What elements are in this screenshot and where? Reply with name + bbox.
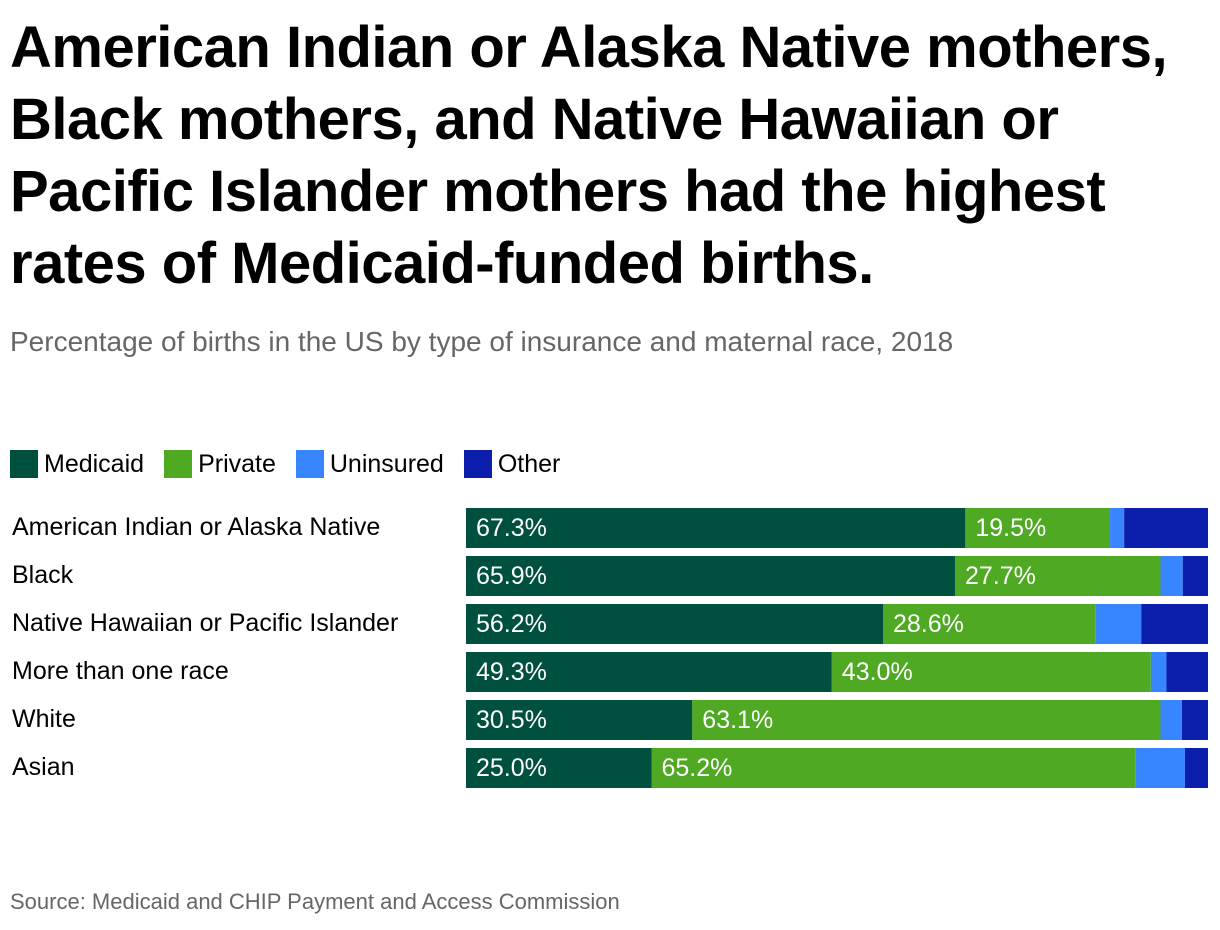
bar-other-asian [1184,748,1208,788]
bar-medicaid-black [466,556,955,596]
data-label-medicaid-white: 30.5% [476,706,547,734]
bar-uninsured-white [1160,700,1183,740]
legend-label-uninsured: Uninsured [329,450,444,478]
legend-swatch-other [463,450,492,478]
bar-uninsured-asian [1135,748,1185,788]
data-label-private-asian: 65.2% [662,754,733,782]
bar-uninsured-black [1160,556,1183,596]
data-label-medicaid-more-than-one-race: 49.3% [476,658,547,686]
legend-label-private: Private [198,450,276,478]
bar-medicaid-more-than-one-race [466,652,832,692]
category-label-black: Black [12,561,74,589]
legend-label-medicaid: Medicaid [44,450,145,478]
stacked-bar-chart: American Indian or Alaska Native 67.3% 19.… [12,508,1208,788]
bar-private-white [692,700,1161,740]
data-label-medicaid-black: 65.9% [476,562,547,590]
legend-item-medicaid: Medicaid [10,449,144,479]
data-label-private-white: 63.1% [702,706,773,734]
bar-private-asian [651,748,1136,788]
bar-private-native-hawaiian-or-pacific-islander [883,604,1096,644]
legend-swatch-private [164,450,193,478]
bar-private-american-indian-or-alaska-native [965,508,1111,548]
category-label-native-hawaiian-or-pacific-islander: Native Hawaiian or Pacific Islander [12,609,398,637]
bar-other-more-than-one-race [1166,652,1208,692]
data-label-private-american-indian-or-alaska-native: 19.5% [975,514,1046,542]
category-label-more-than-one-race: More than one race [12,657,229,685]
bar-uninsured-american-indian-or-alaska-native [1110,508,1125,548]
data-label-private-native-hawaiian-or-pacific-islander: 28.6% [893,610,964,638]
bar-uninsured-more-than-one-race [1150,652,1167,692]
bar-medicaid-asian [466,748,652,788]
legend-label-other: Other [497,450,561,478]
data-label-medicaid-native-hawaiian-or-pacific-islander: 56.2% [476,610,547,638]
bar-other-white [1182,700,1208,740]
category-label-white: White [12,705,76,733]
legend-item-uninsured: Uninsured [295,449,444,479]
bar-other-american-indian-or-alaska-native [1124,508,1208,548]
category-label-american-indian-or-alaska-native: American Indian or Alaska Native [12,513,380,541]
bar-medicaid-native-hawaiian-or-pacific-islander [466,604,884,644]
category-label-asian: Asian [12,753,75,781]
bar-uninsured-native-hawaiian-or-pacific-islander [1095,604,1142,644]
legend-item-other: Other [463,449,561,479]
bar-private-black [954,556,1161,596]
bar-private-more-than-one-race [831,652,1151,692]
chart-subtitle: Percentage of births in the US by type o… [10,326,954,357]
data-label-medicaid-american-indian-or-alaska-native: 67.3% [476,514,547,542]
source-note: Source: Medicaid and CHIP Payment and Ac… [10,889,620,914]
data-label-private-more-than-one-race: 43.0% [842,658,913,686]
bar-medicaid-white [466,700,693,740]
bar-medicaid-american-indian-or-alaska-native [466,508,966,548]
chart-title: American Indian or Alaska Native mothers… [10,15,1168,296]
chart-legend: Medicaid Private Uninsured Other [10,448,580,480]
legend-swatch-medicaid [10,450,38,478]
legend-item-private: Private [164,449,276,479]
data-label-private-black: 27.7% [965,562,1036,590]
bar-other-native-hawaiian-or-pacific-islander [1141,604,1208,644]
legend-swatch-uninsured [295,450,324,478]
bar-other-black [1182,556,1208,596]
data-label-medicaid-asian: 25.0% [476,754,547,782]
